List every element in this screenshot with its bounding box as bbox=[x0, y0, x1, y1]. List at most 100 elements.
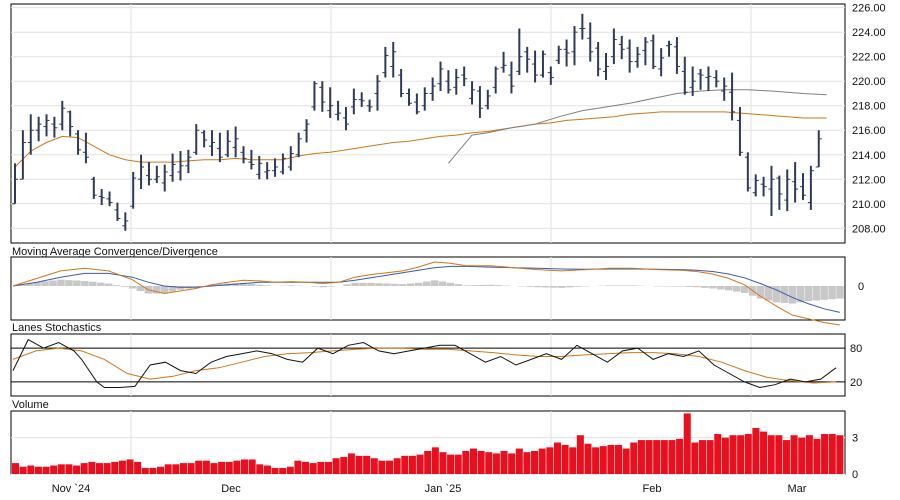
volume-bar bbox=[782, 440, 790, 474]
volume-bar bbox=[698, 440, 707, 474]
ohlc-bar bbox=[807, 165, 814, 210]
macd-histogram-bar bbox=[605, 285, 614, 286]
volume-bar bbox=[714, 434, 722, 474]
ohlc-bar bbox=[224, 130, 231, 158]
macd-histogram-bar bbox=[407, 283, 415, 286]
macd-histogram-bar bbox=[685, 285, 693, 287]
macd-histogram-bar bbox=[343, 284, 351, 286]
stoch-frame bbox=[10, 333, 846, 397]
ohlc-bar bbox=[106, 191, 113, 207]
volume-bar bbox=[760, 431, 768, 474]
ohlc-bar bbox=[413, 93, 420, 115]
volume-bar bbox=[12, 463, 20, 474]
volume-bar bbox=[668, 440, 676, 474]
volume-bar bbox=[607, 444, 615, 474]
volume-bar bbox=[279, 467, 287, 474]
ohlc-bar bbox=[492, 66, 499, 94]
macd-histogram-bar bbox=[693, 285, 701, 288]
ohlc-bar bbox=[75, 130, 82, 155]
volume-bar bbox=[233, 460, 241, 474]
volume-bar bbox=[439, 452, 447, 474]
volume-bar bbox=[645, 440, 653, 474]
ohlc-bar bbox=[12, 163, 18, 205]
volume-bar bbox=[324, 461, 332, 474]
macd-histogram-bar bbox=[367, 282, 375, 286]
volume-bar bbox=[240, 459, 249, 474]
macd-histogram-bar bbox=[327, 285, 335, 287]
macd-histogram-bar bbox=[478, 284, 487, 286]
macd-histogram-bar bbox=[112, 285, 121, 286]
ohlc-bar bbox=[744, 152, 751, 192]
volume-title: Volume bbox=[12, 399, 49, 411]
macd-histogram-bar bbox=[168, 285, 176, 292]
ohlc-bar bbox=[500, 51, 507, 73]
ohlc-bar bbox=[145, 162, 152, 186]
volume-bar bbox=[599, 446, 607, 474]
volume-bar bbox=[653, 440, 661, 474]
volume-bar bbox=[141, 467, 149, 474]
ohlc-bar bbox=[138, 154, 145, 190]
volume-bar bbox=[729, 435, 737, 474]
volume-bar bbox=[492, 453, 500, 474]
price-tick-label: 216.00 bbox=[852, 125, 886, 137]
ohlc-bar bbox=[398, 68, 405, 98]
x-axis-date-label: Jan `25 bbox=[425, 483, 462, 495]
price-tick-label: 224.00 bbox=[852, 27, 886, 39]
volume-bar bbox=[179, 463, 187, 474]
x-axis: Nov `24 Dec Jan `25 Feb Mar bbox=[52, 483, 807, 495]
volume-bar bbox=[271, 467, 279, 474]
ohlc-bar bbox=[153, 165, 160, 183]
volume-bar bbox=[317, 461, 325, 474]
volume-bar bbox=[187, 463, 195, 474]
volume-bar bbox=[821, 434, 829, 474]
volume-bar bbox=[126, 459, 134, 474]
ohlc-bar bbox=[508, 61, 515, 94]
volume-bar bbox=[538, 448, 546, 474]
volume-bar bbox=[706, 440, 714, 474]
macd-histogram-bar bbox=[414, 282, 423, 286]
ohlc-bar bbox=[681, 56, 688, 95]
macd-histogram-bar bbox=[33, 282, 41, 286]
ohlc-bar bbox=[547, 66, 554, 85]
macd-histogram-bar bbox=[430, 280, 439, 286]
price-tick-label: 208.00 bbox=[852, 223, 886, 235]
macd-signal-line bbox=[12, 265, 840, 313]
macd-histogram-bar bbox=[621, 285, 630, 286]
ohlc-bar bbox=[27, 114, 34, 155]
volume-bar bbox=[340, 457, 348, 474]
volume-panel: Volume 3 0 bbox=[11, 399, 858, 481]
ohlc-bar bbox=[185, 149, 192, 174]
macd-histogram-bar bbox=[89, 281, 97, 286]
volume-bar bbox=[195, 460, 203, 474]
stochastics-tick-label: 20 bbox=[850, 377, 862, 389]
ohlc-bar bbox=[319, 81, 326, 112]
x-axis-date-label: Nov `24 bbox=[52, 483, 91, 495]
ohlc-bar bbox=[618, 35, 625, 60]
price-tick-label: 212.00 bbox=[852, 174, 886, 186]
volume-bar bbox=[676, 438, 684, 474]
ohlc-bar bbox=[382, 46, 389, 78]
macd-histogram-bar bbox=[486, 284, 494, 286]
x-axis-date-label: Mar bbox=[788, 483, 807, 495]
ohlc-bar bbox=[90, 176, 97, 199]
volume-bar bbox=[347, 453, 355, 474]
ohlc-bar bbox=[713, 70, 720, 88]
ohlc-bar bbox=[82, 132, 89, 164]
ohlc-bar bbox=[705, 66, 712, 92]
ohlc-bar bbox=[484, 89, 491, 110]
ohlc-bar bbox=[658, 48, 665, 77]
volume-bar bbox=[630, 442, 638, 474]
volume-bar bbox=[744, 434, 752, 474]
ohlc-bar bbox=[327, 87, 334, 118]
ohlc-bar bbox=[760, 176, 767, 197]
macd-histogram-bar bbox=[820, 285, 828, 300]
macd-histogram-bar bbox=[788, 285, 797, 304]
macd-histogram-bar bbox=[780, 285, 789, 303]
volume-bar bbox=[309, 463, 317, 474]
macd-histogram-bar bbox=[454, 284, 463, 286]
macd-histogram-bar bbox=[669, 285, 677, 287]
macd-histogram-bar bbox=[391, 283, 399, 286]
volume-bar bbox=[302, 461, 310, 474]
ohlc-bar bbox=[453, 68, 460, 95]
